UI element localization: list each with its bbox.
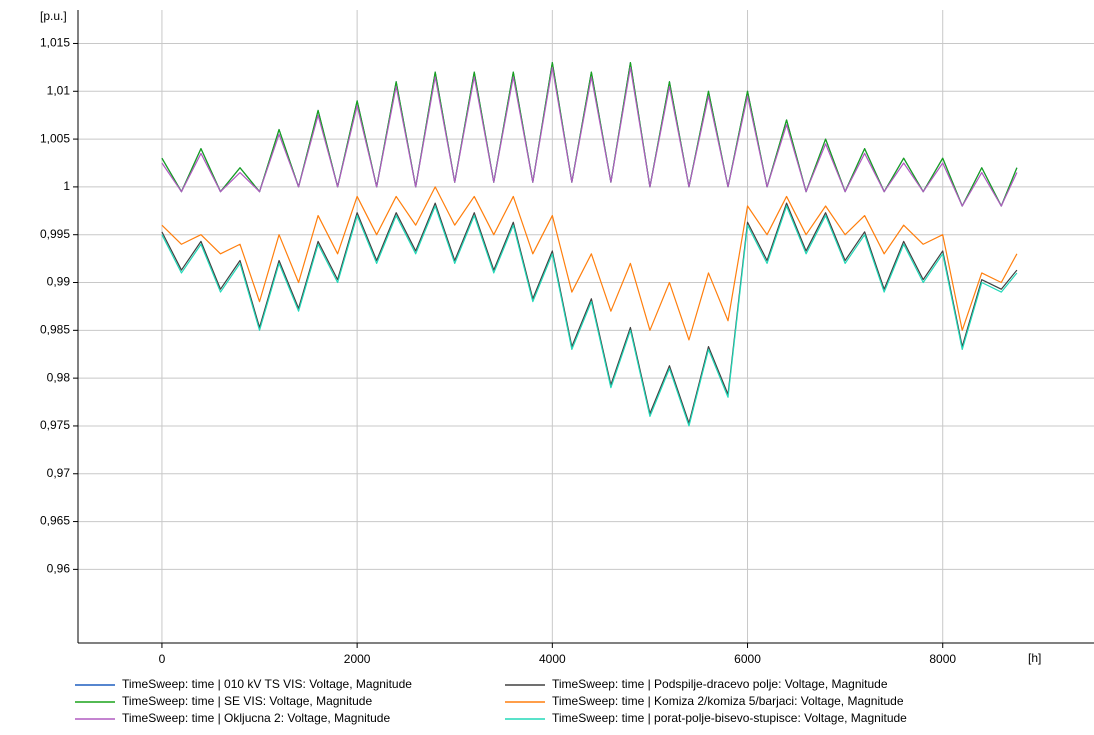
y-tick-label: 0,995 — [40, 227, 70, 241]
x-tick-label: 8000 — [929, 652, 956, 666]
plot-lines — [161, 61, 1018, 427]
legend-label: TimeSweep: time | 010 kV TS VIS: Voltage… — [122, 677, 412, 691]
x-tick-label: 4000 — [539, 652, 566, 666]
series-line — [161, 202, 1018, 424]
y-tick-label: 0,98 — [47, 370, 71, 384]
y-tick-label: 0,99 — [47, 275, 71, 289]
y-tick-label: 0,975 — [40, 418, 70, 432]
y-tick-label: 0,97 — [47, 466, 71, 480]
series-line — [161, 186, 1018, 341]
x-axis-label: [h] — [1028, 651, 1041, 665]
y-tick-label: 1,005 — [40, 131, 70, 145]
y-tick-label: 0,96 — [47, 562, 71, 576]
legend-label: TimeSweep: time | porat-polje-bisevo-stu… — [552, 711, 907, 725]
y-axis-label: [p.u.] — [40, 9, 67, 23]
x-tick-label: 0 — [159, 652, 166, 666]
legend-label: TimeSweep: time | Okljucna 2: Voltage, M… — [122, 711, 390, 725]
legend-label: TimeSweep: time | Podspilje-dracevo polj… — [552, 677, 888, 691]
y-tick-label: 0,965 — [40, 514, 70, 528]
legend: TimeSweep: time | 010 kV TS VIS: Voltage… — [75, 677, 907, 725]
series-line — [161, 66, 1018, 207]
legend-label: TimeSweep: time | SE VIS: Voltage, Magni… — [122, 694, 372, 708]
grid: 0,96 0,965 0,97 0,975 0,98 0,985 0,99 0,995 1 1,0… — [40, 10, 1094, 666]
series-line — [161, 205, 1018, 427]
y-tick-label: 1,01 — [47, 83, 71, 97]
y-tick-label: 1 — [63, 179, 70, 193]
x-tick-label: 6000 — [734, 652, 761, 666]
y-tick-label: 0,985 — [40, 322, 70, 336]
x-tick-label: 2000 — [344, 652, 371, 666]
legend-label: TimeSweep: time | Komiza 2/komiza 5/barj… — [552, 694, 904, 708]
y-tick-label: 1,015 — [40, 36, 70, 50]
